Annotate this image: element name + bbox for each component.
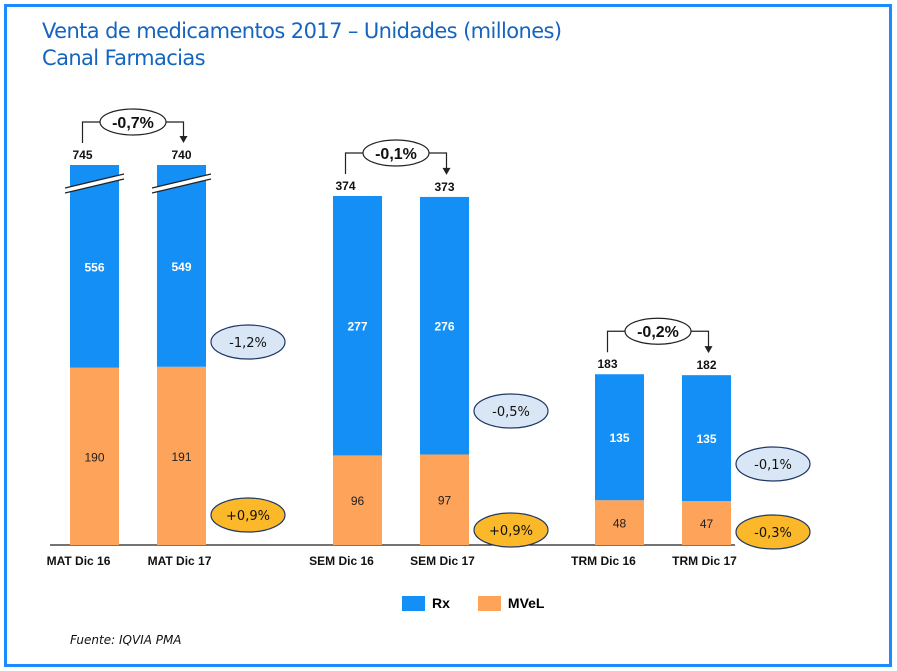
data-label-mvel: 191: [171, 450, 191, 464]
change-connector-right: [424, 152, 448, 169]
data-label-rx: 277: [347, 320, 367, 334]
data-label-rx: 549: [171, 260, 191, 274]
data-label-mvel: 190: [84, 450, 104, 464]
x-tick-label: MAT Dic 17: [148, 554, 212, 568]
bar-mvel-1: [157, 366, 206, 545]
data-label-total: 374: [335, 179, 355, 193]
total-change-label: -0,1%: [375, 146, 417, 163]
axis-break-line-0: [64, 178, 125, 194]
change-connector-left: [344, 152, 368, 174]
mvel-change-label: +0,9%: [489, 524, 533, 539]
data-label-mvel: 47: [700, 517, 714, 531]
slide-frame: [4, 4, 892, 667]
data-label-rx: 135: [609, 431, 629, 445]
data-label-rx: 135: [696, 432, 716, 446]
mvel-change-badge: [735, 514, 811, 550]
total-change-label: -0,2%: [637, 324, 679, 341]
bar-mvel-4: [595, 500, 644, 545]
bar-mvel-0: [70, 367, 119, 545]
chart-title: Venta de medicamentos 2017 – Unidades (m…: [42, 18, 562, 72]
mvel-change-label: +0,9%: [226, 509, 270, 524]
total-change-bubble: [99, 108, 167, 136]
axis-break-gap-1: [152, 174, 211, 193]
rx-change-badge: [210, 324, 286, 360]
bar-rx-0: [70, 165, 119, 368]
change-connector-left: [81, 121, 105, 143]
legend-label-rx: Rx: [432, 595, 450, 611]
axis-break-line-0: [64, 173, 125, 189]
bar-mvel-3: [420, 454, 469, 545]
title-line-2: Canal Farmacias: [42, 46, 206, 70]
total-change-bubble: [624, 317, 692, 345]
x-tick-label: SEM Dic 17: [410, 554, 475, 568]
rx-change-label: -0,1%: [754, 458, 792, 473]
mvel-change-badge: [210, 497, 286, 533]
data-label-mvel: 48: [613, 517, 627, 531]
bar-rx-5: [682, 375, 731, 502]
data-label-total: 183: [597, 357, 617, 371]
total-change-label: -0,7%: [112, 115, 154, 132]
data-label-mvel: 97: [438, 494, 452, 508]
rx-change-badge: [473, 393, 549, 429]
rx-change-label: -0,5%: [492, 405, 530, 420]
data-label-rx: 276: [434, 320, 454, 334]
change-connector-left: [606, 330, 630, 353]
source-note: Fuente: IQVIA PMA: [70, 633, 182, 647]
axis-break-gap-0: [65, 174, 124, 193]
total-change-bubble: [362, 139, 430, 167]
bar-rx-2: [333, 196, 382, 456]
data-label-mvel: 96: [351, 494, 365, 508]
legend-label-mvel: MVeL: [507, 595, 545, 611]
bar-mvel-2: [333, 455, 382, 545]
data-label-total: 740: [171, 148, 191, 162]
legend-swatch-mvel: [477, 595, 501, 611]
x-tick-label: MAT Dic 16: [47, 554, 111, 568]
legend: Rx MVeL: [402, 595, 544, 611]
bar-rx-4: [595, 374, 644, 501]
rx-change-badge: [735, 446, 811, 482]
bar-rx-3: [420, 196, 469, 455]
data-label-rx: 556: [84, 260, 104, 274]
change-connector-right: [161, 121, 185, 137]
arrow-head-icon: [704, 346, 713, 354]
data-label-total: 373: [434, 180, 454, 194]
change-connector-right: [686, 330, 710, 348]
arrow-head-icon: [179, 136, 188, 143]
data-label-total: 182: [696, 358, 716, 372]
mvel-change-label: -0,3%: [754, 526, 792, 541]
x-tick-label: TRM Dic 17: [672, 554, 737, 568]
legend-swatch-rx: [402, 595, 425, 611]
mvel-change-badge: [473, 512, 549, 548]
x-tick-label: SEM Dic 16: [309, 554, 374, 568]
x-tick-label: TRM Dic 16: [571, 554, 636, 568]
data-label-total: 745: [72, 148, 92, 162]
arrow-head-icon: [442, 167, 451, 175]
axis-break-line-1: [151, 173, 212, 189]
bar-rx-1: [157, 165, 206, 367]
axis-break-line-1: [151, 178, 212, 194]
bar-mvel-5: [682, 501, 731, 545]
title-line-1: Venta de medicamentos 2017 – Unidades (m…: [42, 19, 562, 43]
rx-change-label: -1,2%: [229, 336, 267, 351]
